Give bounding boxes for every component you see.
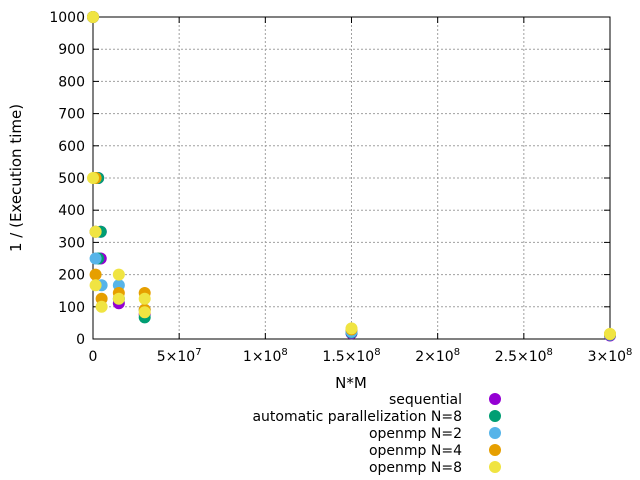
data-point bbox=[345, 322, 358, 335]
x-axis-label: N*M bbox=[335, 374, 367, 392]
y-tick-label: 900 bbox=[58, 42, 85, 58]
data-point bbox=[604, 327, 616, 340]
x-tick-label: 2×108 bbox=[415, 347, 460, 365]
series-0 bbox=[87, 11, 616, 342]
data-point bbox=[87, 172, 99, 184]
data-point bbox=[89, 225, 102, 238]
x-tick-label-base: 1.5×10 bbox=[322, 349, 374, 365]
y-tick-label: 600 bbox=[58, 139, 85, 155]
data-point bbox=[112, 292, 125, 305]
data-point bbox=[95, 300, 108, 313]
y-tick-label: 700 bbox=[58, 107, 85, 123]
x-tick-label-base: 3×10 bbox=[588, 349, 626, 365]
y-tick-label: 800 bbox=[58, 74, 85, 90]
legend-marker bbox=[489, 461, 501, 473]
y-tick-label: 300 bbox=[58, 235, 85, 251]
legend-label: openmp N=4 bbox=[369, 443, 462, 459]
data-point bbox=[89, 252, 102, 265]
legend-marker bbox=[489, 427, 501, 439]
x-tick-label: 0 bbox=[89, 349, 98, 365]
legend-marker bbox=[489, 444, 501, 456]
y-tick-label: 400 bbox=[58, 203, 85, 219]
y-tick-label: 0 bbox=[76, 332, 85, 348]
x-tick-label: 1×108 bbox=[243, 347, 288, 365]
x-tick-label: 1.5×108 bbox=[322, 347, 380, 365]
y-tick-label: 100 bbox=[58, 300, 85, 316]
series-4 bbox=[87, 11, 616, 340]
x-tick-label-exponent: 8 bbox=[454, 347, 460, 358]
legend-label: openmp N=2 bbox=[369, 426, 462, 442]
legend-label: automatic parallelization N=8 bbox=[252, 409, 462, 425]
data-point bbox=[112, 268, 125, 281]
x-tick-label: 2.5×108 bbox=[495, 347, 553, 365]
x-tick-label-exponent: 7 bbox=[195, 347, 201, 358]
y-axis-label: 1 / (Execution time) bbox=[7, 104, 25, 252]
data-point bbox=[138, 306, 151, 319]
x-tick-label: 3×108 bbox=[588, 347, 633, 365]
x-tick-label-exponent: 8 bbox=[281, 347, 287, 358]
x-tick-label-exponent: 8 bbox=[626, 347, 632, 358]
legend-label: sequential bbox=[389, 392, 462, 408]
legend-marker bbox=[489, 393, 501, 405]
series-2 bbox=[87, 11, 616, 341]
y-axis: 0 100 200 300 400 500 600 700 800 900 1000 bbox=[49, 10, 610, 348]
legend-label: openmp N=8 bbox=[369, 460, 462, 476]
x-tick-label-base: 2×10 bbox=[415, 349, 453, 365]
data-point bbox=[89, 268, 102, 281]
data-point bbox=[87, 11, 99, 23]
series-1 bbox=[87, 11, 616, 341]
data-point bbox=[138, 292, 151, 305]
x-tick-label-base: 2.5×10 bbox=[495, 349, 547, 365]
x-tick-label-base: 0 bbox=[89, 349, 98, 365]
grid bbox=[93, 17, 610, 339]
y-tick-label: 1000 bbox=[49, 10, 85, 26]
x-tick-label: 5×107 bbox=[157, 347, 202, 365]
x-tick-label-exponent: 8 bbox=[374, 347, 380, 358]
y-tick-label: 200 bbox=[58, 268, 85, 284]
data-point bbox=[89, 279, 102, 292]
x-tick-label-base: 5×10 bbox=[157, 349, 195, 365]
x-tick-label-base: 1×10 bbox=[243, 349, 281, 365]
legend-marker bbox=[489, 410, 501, 422]
x-tick-label-exponent: 8 bbox=[547, 347, 553, 358]
x-axis: 0 5×107 1×108 1.5×108 2×108 2.5×108 3×108 bbox=[89, 17, 633, 365]
y-tick-label: 500 bbox=[58, 171, 85, 187]
data-points bbox=[87, 11, 616, 342]
